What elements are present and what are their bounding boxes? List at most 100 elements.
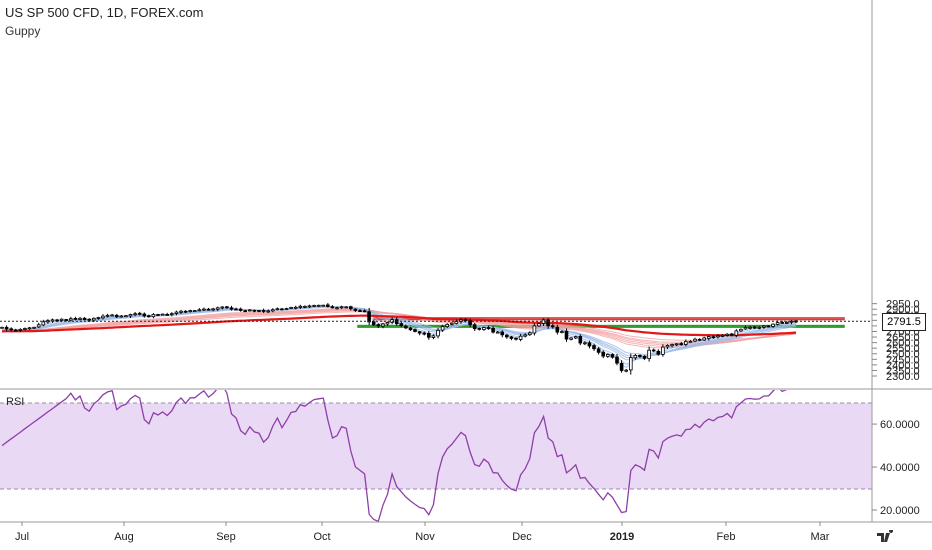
- candle: [156, 314, 160, 316]
- rsi-tick-label: 40.0000: [880, 462, 920, 474]
- rsi-tick-label: 60.0000: [880, 419, 920, 431]
- time-axis[interactable]: Jul Aug Sep Oct Nov Dec 2019 Feb Mar: [15, 522, 830, 543]
- candle: [18, 328, 23, 331]
- candle: [73, 317, 78, 320]
- candle: [87, 318, 92, 321]
- candle: [569, 337, 573, 340]
- candle: [92, 317, 96, 321]
- price-tick-label: 2450.0: [886, 354, 920, 366]
- price-tick-label: 2650.0: [886, 332, 920, 344]
- candle: [284, 308, 289, 311]
- candle: [78, 317, 82, 320]
- price-tick-label: 2550.0: [886, 343, 920, 355]
- candle: [128, 314, 133, 317]
- candle: [495, 331, 500, 334]
- candle: [656, 350, 661, 355]
- candle: [500, 331, 504, 336]
- candle: [610, 354, 615, 358]
- candle: [564, 330, 569, 340]
- chart-title: US SP 500 CFD, 1D, FOREX.com: [5, 5, 204, 20]
- candle: [303, 305, 307, 308]
- candle: [36, 324, 41, 328]
- candle: [69, 318, 73, 321]
- candle: [546, 319, 550, 327]
- candle: [583, 342, 587, 345]
- candle: [321, 304, 325, 307]
- candle: [124, 315, 128, 318]
- candle: [573, 336, 578, 339]
- candle: [587, 342, 592, 347]
- candle: [440, 326, 445, 331]
- time-tick-label: Mar: [811, 531, 830, 543]
- candle: [601, 351, 605, 357]
- candle: [532, 325, 537, 334]
- candle: [229, 307, 234, 310]
- candle: [376, 324, 381, 327]
- candle: [693, 338, 697, 342]
- candle: [339, 306, 344, 309]
- candle: [454, 321, 459, 324]
- candle: [0, 326, 4, 329]
- candle: [413, 329, 417, 332]
- rsi-band: [0, 403, 872, 489]
- candle: [50, 319, 55, 322]
- candle: [647, 349, 651, 360]
- candle: [289, 306, 293, 309]
- candle: [720, 334, 725, 337]
- rsi-label: RSI: [6, 396, 25, 408]
- candle: [385, 322, 390, 325]
- time-tick-label: Jul: [15, 531, 29, 543]
- candle: [555, 326, 560, 333]
- candle: [211, 308, 215, 311]
- candle: [293, 306, 298, 309]
- candle: [743, 327, 748, 330]
- candle: [114, 314, 119, 318]
- candle: [137, 312, 142, 315]
- price-axis[interactable]: 2300.02350.02400.02450.02500.02550.02600…: [872, 299, 920, 383]
- time-tick-label: Feb: [717, 531, 736, 543]
- candle: [688, 340, 693, 343]
- candle: [59, 318, 64, 321]
- candle: [27, 327, 32, 330]
- candle: [445, 323, 449, 327]
- candle: [169, 313, 174, 316]
- candle: [225, 306, 229, 309]
- candle: [367, 311, 371, 323]
- candle: [105, 314, 110, 317]
- candle: [734, 330, 739, 336]
- candle: [41, 321, 46, 326]
- candle: [243, 310, 248, 313]
- candle: [280, 308, 284, 311]
- last-price-tag: 2791.5: [882, 313, 926, 332]
- candle: [307, 305, 312, 308]
- rsi-path: [1, 390, 788, 522]
- candle: [638, 354, 642, 357]
- candle: [335, 307, 339, 310]
- candle: [270, 309, 275, 312]
- candle: [202, 308, 206, 311]
- candle: [491, 327, 495, 333]
- time-tick-label: 2019: [610, 531, 634, 543]
- candle: [266, 310, 270, 313]
- resistance-zone: [373, 317, 845, 321]
- candle: [578, 335, 583, 344]
- price-tick-label: 2400.0: [886, 360, 920, 372]
- candle: [775, 322, 780, 325]
- candle: [463, 319, 468, 321]
- price-tick-label: 2900.0: [886, 304, 920, 316]
- candle: [615, 356, 619, 364]
- time-tick-label: Sep: [216, 531, 236, 543]
- candle: [238, 308, 243, 311]
- candle: [119, 315, 124, 318]
- candle: [247, 309, 252, 312]
- candle: [96, 317, 101, 319]
- candle: [9, 328, 14, 331]
- time-tick-label: Aug: [114, 531, 134, 543]
- tradingview-logo-icon[interactable]: [876, 530, 898, 544]
- candle: [523, 334, 527, 337]
- candle: [215, 307, 220, 310]
- candle: [348, 306, 353, 310]
- candle: [697, 338, 702, 341]
- candle: [220, 306, 225, 309]
